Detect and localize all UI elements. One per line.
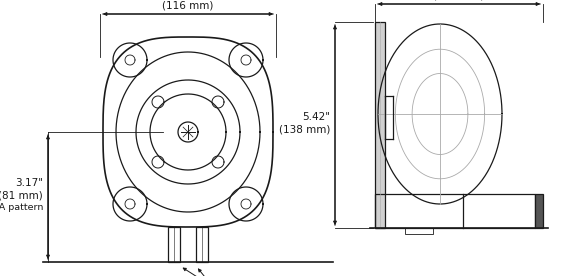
Text: 5.42": 5.42"	[302, 112, 330, 122]
Bar	[535, 194, 543, 228]
Text: C/L of VESA pattern: C/L of VESA pattern	[0, 203, 43, 213]
Bar	[375, 194, 535, 228]
Bar	[375, 22, 385, 228]
Bar	[196, 227, 208, 262]
Text: (138 mm): (138 mm)	[278, 124, 330, 134]
Text: (81 mm): (81 mm)	[0, 190, 43, 200]
Bar	[168, 227, 180, 262]
Text: (118 mm): (118 mm)	[433, 0, 485, 1]
Text: (116 mm): (116 mm)	[162, 1, 213, 11]
Bar	[405, 228, 433, 234]
Text: 3.17": 3.17"	[15, 178, 43, 188]
